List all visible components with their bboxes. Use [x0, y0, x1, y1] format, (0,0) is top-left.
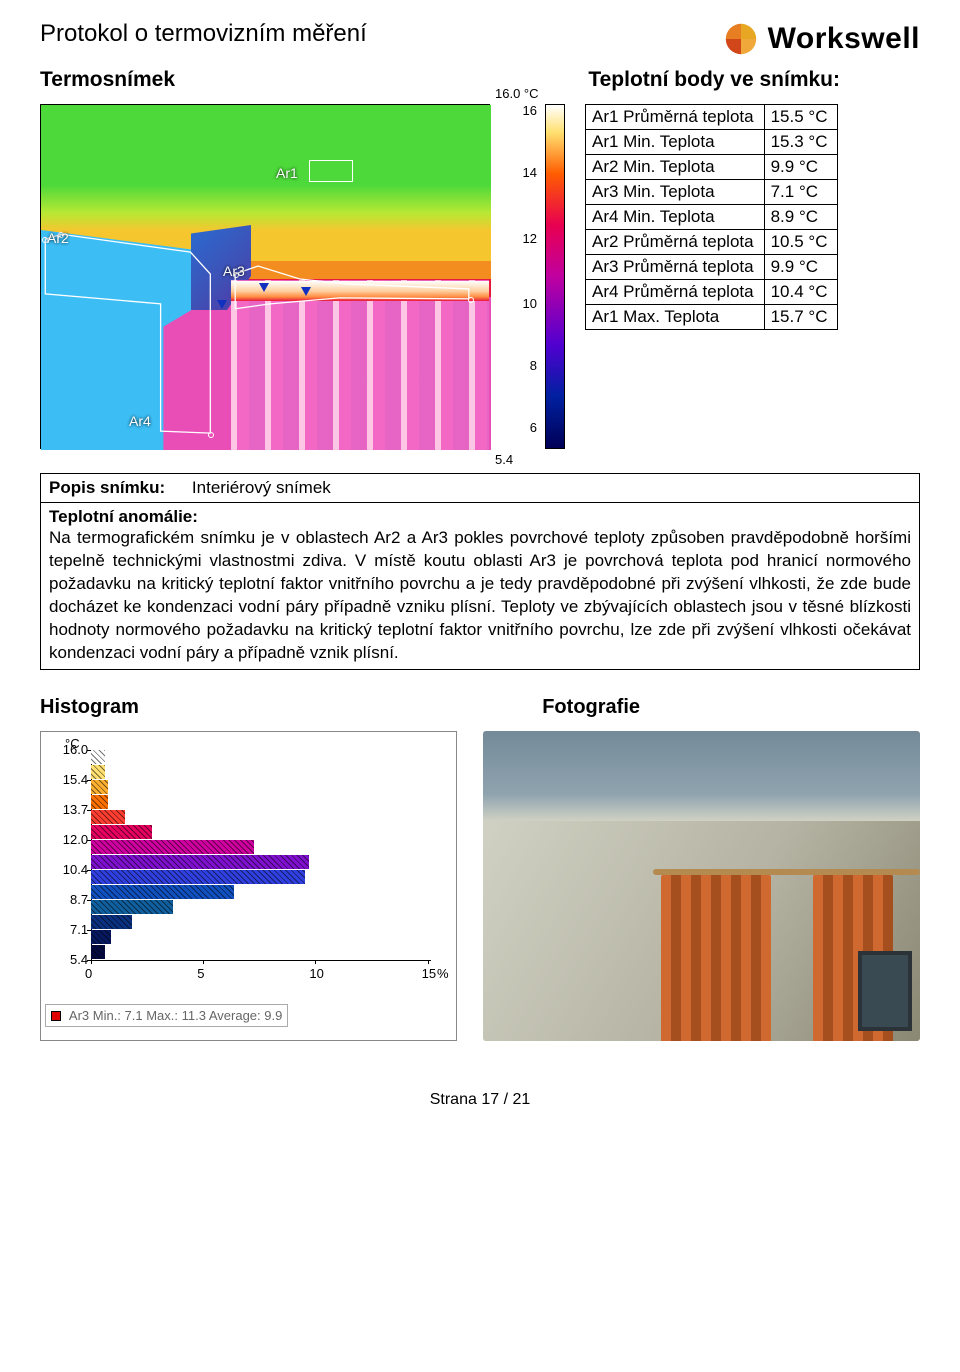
section-left-label: Termosnímek: [40, 68, 175, 92]
colorscale-labels: 16.0 °C16141210865.4: [495, 104, 539, 449]
photo-label: Fotografie: [542, 696, 640, 719]
histogram-chart: °C16.015.413.712.010.48.77.15.4051015%: [45, 736, 452, 996]
desc-label: Popis snímku:: [49, 478, 165, 497]
histogram-label: Histogram: [40, 696, 139, 719]
section-right-label: Teplotní body ve snímku:: [588, 68, 840, 92]
anomaly-label: Teplotní anomálie:: [49, 507, 911, 527]
temperature-table: Ar1 Průměrná teplota15.5 °CAr1 Min. Tepl…: [585, 104, 838, 330]
histogram-legend: Ar3 Min.: 7.1 Max.: 11.3 Average: 9.9: [45, 1004, 288, 1027]
photo-box: [483, 731, 920, 1041]
legend-marker: [51, 1011, 61, 1021]
page-title: Protokol o termovizním měření: [40, 20, 367, 48]
table-row: Ar1 Max. Teplota15.7 °C: [586, 305, 838, 330]
desc-value: Interiérový snímek: [192, 478, 331, 497]
ar-label-ar2: Ar2: [47, 230, 69, 246]
table-row: Ar1 Min. Teplota15.3 °C: [586, 130, 838, 155]
table-row: Ar4 Min. Teplota8.9 °C: [586, 205, 838, 230]
colorscale-bar: [545, 104, 565, 449]
logo-icon: [722, 20, 760, 58]
brand-logo: Workswell: [722, 20, 920, 58]
histogram-box: °C16.015.413.712.010.48.77.15.4051015% A…: [40, 731, 457, 1041]
ar-label-ar1: Ar1: [276, 165, 298, 181]
ar-label-ar3: Ar3: [223, 263, 245, 279]
table-row: Ar4 Průměrná teplota10.4 °C: [586, 280, 838, 305]
thermal-image: Ar1 Ar2 Ar3 Ar4: [40, 104, 490, 449]
brand-name: Workswell: [768, 22, 920, 56]
ar-label-ar4: Ar4: [129, 413, 151, 429]
thermal-image-wrap: Ar1 Ar2 Ar3 Ar4 16.0 °C16141210865.4: [40, 104, 565, 449]
anomaly-body: Na termografickém snímku je v oblastech …: [49, 527, 911, 665]
table-row: Ar3 Min. Teplota7.1 °C: [586, 180, 838, 205]
table-row: Ar2 Průměrná teplota10.5 °C: [586, 230, 838, 255]
table-row: Ar1 Průměrná teplota15.5 °C: [586, 105, 838, 130]
table-row: Ar3 Průměrná teplota9.9 °C: [586, 255, 838, 280]
table-row: Ar2 Min. Teplota9.9 °C: [586, 155, 838, 180]
description-table: Popis snímku: Interiérový snímek Teplotn…: [40, 473, 920, 670]
page-footer: Strana 17 / 21: [40, 1091, 920, 1109]
legend-text: Ar3 Min.: 7.1 Max.: 11.3 Average: 9.9: [69, 1008, 282, 1023]
